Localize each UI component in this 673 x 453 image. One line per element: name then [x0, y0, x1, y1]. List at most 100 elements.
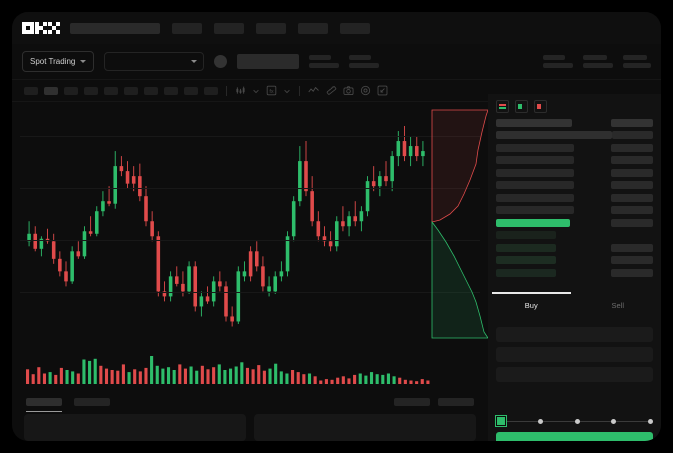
orderbook-ask-row-5[interactable]: [488, 193, 661, 202]
market-type-dropdown[interactable]: Spot Trading: [22, 51, 95, 72]
orderbook-price-cell: [496, 143, 574, 152]
orderbook-ask-row-2[interactable]: [488, 156, 661, 165]
orderbook-price-cell: [496, 231, 556, 239]
order-total-field[interactable]: [496, 367, 653, 382]
bottom-tab-bar: [12, 392, 488, 412]
orderbook-price-cell: [496, 218, 570, 227]
okx-logo[interactable]: [22, 22, 60, 34]
nav-item-2[interactable]: [214, 22, 244, 34]
orderbook-size-cell: [611, 243, 653, 252]
order-book-view-toggles: [488, 94, 661, 118]
timeframe-1[interactable]: [44, 86, 58, 95]
ruler-icon[interactable]: [326, 85, 337, 96]
orderbook-size-cell: [611, 181, 653, 189]
order-price-field[interactable]: [496, 327, 653, 342]
bottom-panel-left[interactable]: [24, 414, 246, 441]
app-screen: Spot Trading: [12, 12, 661, 441]
bottom-panel-right[interactable]: [254, 414, 476, 441]
place-buy-order-button[interactable]: [496, 432, 653, 441]
toolbar-divider: [299, 85, 300, 96]
orderbook-ask-row-4[interactable]: [488, 181, 661, 190]
orderbook-price-cell: [496, 181, 574, 189]
orderbook-header-row: [488, 118, 661, 127]
price-chart[interactable]: [12, 102, 488, 346]
svg-text:fx: fx: [269, 89, 274, 95]
timeframe-6[interactable]: [144, 86, 158, 95]
stat-3: [543, 55, 573, 68]
timeframe-5[interactable]: [124, 86, 138, 95]
timeframe-7[interactable]: [164, 86, 178, 95]
bottom-action-2[interactable]: [438, 398, 474, 406]
volume-chart: [12, 346, 488, 388]
settings-gear-icon[interactable]: [360, 85, 371, 96]
orderbook-price-cell: [496, 168, 574, 177]
slider-handle[interactable]: [496, 416, 506, 426]
tab-buy-label: Buy: [524, 300, 538, 310]
orderbook-price-cell: [496, 268, 556, 277]
orderbook-view-bids-icon[interactable]: [515, 100, 528, 113]
nav-item-5[interactable]: [340, 22, 370, 34]
nav-item-3[interactable]: [256, 22, 286, 34]
bottom-tab-1[interactable]: [26, 398, 62, 412]
order-book-panel: Buy Sell: [488, 94, 661, 441]
orderbook-ask-row-3[interactable]: [488, 168, 661, 177]
orderbook-size-cell: [611, 268, 653, 277]
orderbook-bid-row-0[interactable]: [488, 231, 661, 240]
order-form: [488, 322, 661, 387]
candlestick-icon[interactable]: [235, 85, 246, 96]
orderbook-price-cell: [496, 206, 574, 214]
ticker-bar: Spot Trading: [12, 44, 661, 80]
nav-item-4[interactable]: [298, 22, 328, 34]
orderbook-price-cell: [496, 256, 556, 264]
indicators-icon[interactable]: fx: [266, 85, 277, 96]
orderbook-ask-row-0[interactable]: [488, 131, 661, 140]
trading-pair-dropdown[interactable]: [104, 52, 205, 71]
orderbook-size-cell: [611, 168, 653, 177]
nav-item-1[interactable]: [172, 22, 202, 34]
sidebar-item-search[interactable]: [70, 22, 160, 34]
orderbook-mid-price[interactable]: [488, 218, 661, 227]
chevron-down-icon: [80, 60, 87, 63]
orderbook-ask-row-6[interactable]: [488, 206, 661, 215]
header-action-2[interactable]: [623, 55, 651, 68]
coin-avatar: [214, 55, 228, 68]
bottom-panels: [12, 414, 488, 441]
candlestick-series: [27, 126, 425, 327]
orderbook-view-asks-icon[interactable]: [534, 100, 547, 113]
header-action-1[interactable]: [583, 55, 613, 68]
camera-icon[interactable]: [343, 85, 354, 96]
orderbook-price-cell: [496, 243, 556, 252]
timeframe-4[interactable]: [104, 86, 118, 95]
timeframe-8[interactable]: [184, 86, 198, 95]
orderbook-bid-row-2[interactable]: [488, 256, 661, 265]
orderbook-size-cell: [611, 231, 653, 239]
chevron-down-icon[interactable]: [252, 87, 260, 95]
orderbook-bid-row-3[interactable]: [488, 268, 661, 277]
order-amount-field[interactable]: [496, 347, 653, 362]
amount-slider[interactable]: [496, 416, 653, 426]
timeframe-3[interactable]: [84, 86, 98, 95]
orderbook-size-cell: [611, 156, 653, 164]
timeframe-2[interactable]: [64, 86, 78, 95]
tab-sell[interactable]: Sell: [575, 292, 662, 318]
orderbook-size-cell: [611, 143, 653, 152]
orderbook-price-cell: [496, 193, 574, 202]
orderbook-view-both-icon[interactable]: [496, 100, 509, 113]
timeframe-0[interactable]: [24, 86, 38, 95]
bottom-action-1[interactable]: [394, 398, 430, 406]
market-type-label: Spot Trading: [30, 57, 76, 66]
slider-step-4[interactable]: [648, 418, 653, 424]
orderbook-size-cell: [611, 193, 653, 202]
fullscreen-icon[interactable]: [377, 85, 388, 96]
timeframe-9[interactable]: [204, 86, 218, 95]
slider-step-1[interactable]: [537, 418, 543, 424]
bottom-tab-2[interactable]: [74, 398, 110, 406]
slider-step-3[interactable]: [611, 418, 617, 424]
orderbook-bid-row-1[interactable]: [488, 243, 661, 252]
line-chart-icon[interactable]: [308, 85, 320, 96]
slider-step-2[interactable]: [574, 418, 580, 424]
orderbook-ask-row-1[interactable]: [488, 143, 661, 152]
tab-buy[interactable]: Buy: [488, 292, 575, 318]
chevron-down-icon[interactable]: [283, 87, 291, 95]
